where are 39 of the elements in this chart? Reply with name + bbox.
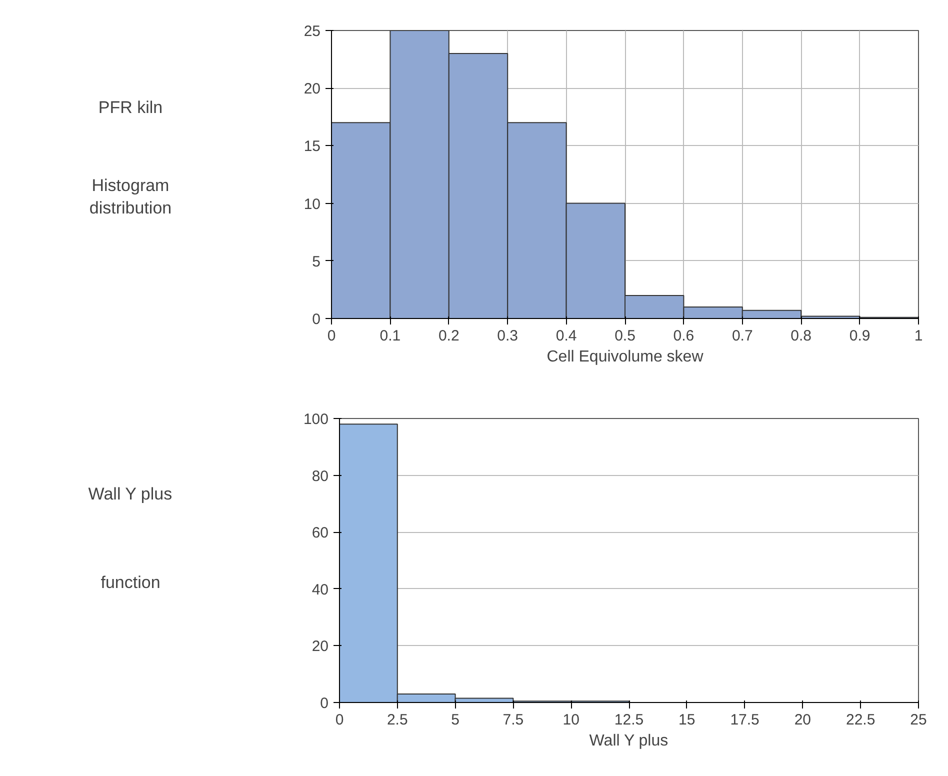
y-tick-label: 0 bbox=[312, 311, 320, 328]
y-tick-label: 10 bbox=[304, 196, 321, 213]
x-tick-label: 0.3 bbox=[497, 328, 518, 344]
text: PFR kiln bbox=[98, 98, 163, 118]
y-tick-label: 100 bbox=[303, 411, 329, 428]
x-axis-title: Cell Equivolume skew bbox=[546, 348, 704, 366]
text: function bbox=[100, 573, 160, 592]
x-tick-label: 22.5 bbox=[846, 712, 876, 728]
y-tick-label: 15 bbox=[304, 138, 321, 156]
y-tick-label: 80 bbox=[312, 468, 329, 485]
y-tick-label: 20 bbox=[312, 638, 329, 656]
text: Wall Y plus bbox=[88, 484, 172, 504]
x-tick-label: 25 bbox=[910, 712, 927, 728]
y-tick-label: 5 bbox=[312, 253, 320, 270]
x-tick-label: 5 bbox=[451, 712, 460, 728]
x-tick-label: 15 bbox=[678, 712, 696, 728]
x-tick-label: 0.9 bbox=[849, 328, 870, 344]
x-tick-label: 0.8 bbox=[790, 328, 812, 344]
x-axis-title: Wall Y plus bbox=[589, 732, 668, 750]
x-tick-label: 1 bbox=[914, 328, 923, 344]
x-tick-label: 0.5 bbox=[614, 328, 636, 344]
x-tick-label: 20 bbox=[794, 712, 812, 728]
text: Histogram distribution bbox=[89, 176, 172, 218]
y-tick-label: 0 bbox=[320, 695, 328, 712]
x-tick-label: 0.4 bbox=[556, 328, 577, 344]
y-tick-label: 20 bbox=[304, 80, 321, 98]
x-tick-label: 0.1 bbox=[380, 328, 401, 344]
x-tick-label: 0.7 bbox=[732, 328, 753, 344]
x-tick-label: 2.5 bbox=[386, 712, 408, 728]
x-tick-label: 0 bbox=[335, 712, 344, 728]
x-tick-label: 7.5 bbox=[502, 712, 524, 728]
y-tick-label: 40 bbox=[312, 581, 329, 598]
x-tick-label: 17.5 bbox=[730, 712, 760, 728]
x-tick-label: 0.2 bbox=[438, 328, 460, 344]
x-tick-label: 10 bbox=[562, 712, 580, 728]
y-tick-label: 60 bbox=[312, 524, 329, 542]
x-tick-label: 0.6 bbox=[673, 328, 694, 344]
x-tick-label: 12.5 bbox=[614, 712, 644, 728]
y-tick-label: 25 bbox=[304, 23, 321, 40]
